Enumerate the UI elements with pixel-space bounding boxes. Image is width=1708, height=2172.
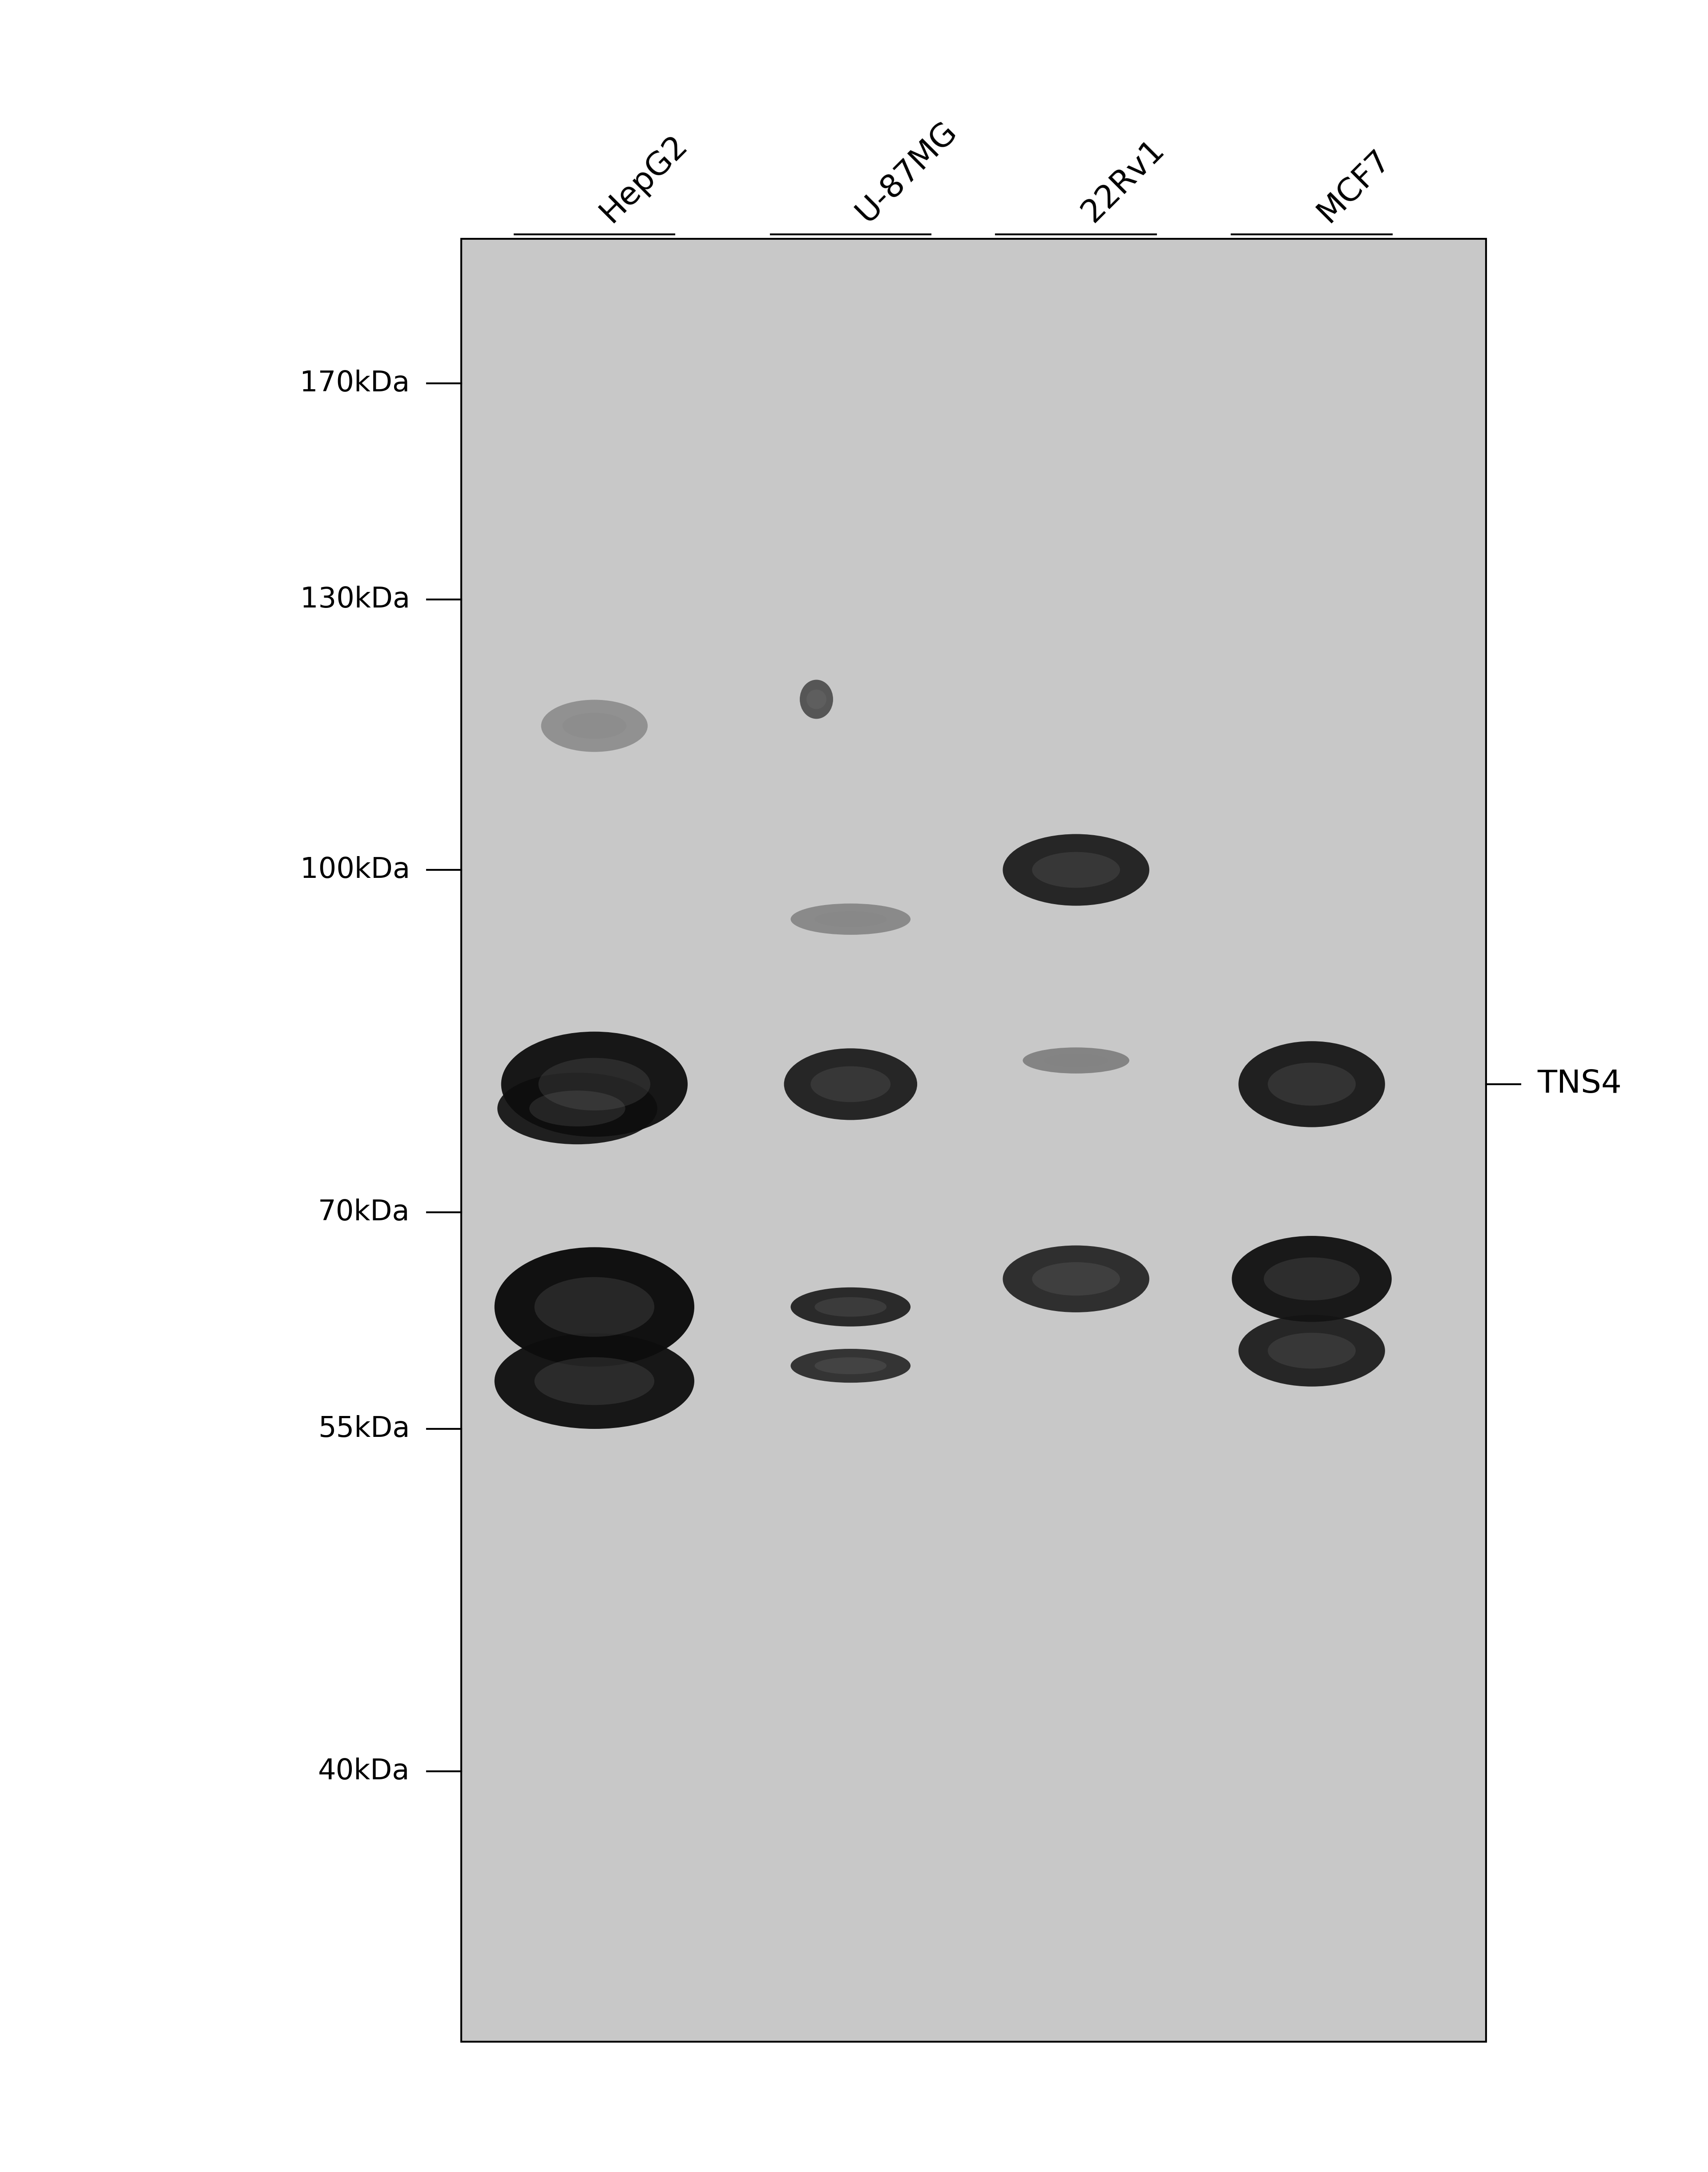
Text: U-87MG: U-87MG xyxy=(851,115,963,228)
Ellipse shape xyxy=(1238,1040,1385,1127)
Ellipse shape xyxy=(1003,834,1149,906)
Text: 40kDa: 40kDa xyxy=(318,1757,410,1785)
Ellipse shape xyxy=(1032,851,1120,888)
Ellipse shape xyxy=(562,712,627,738)
Text: HepG2: HepG2 xyxy=(594,128,693,228)
Ellipse shape xyxy=(495,1334,693,1429)
Text: 22Rv1: 22Rv1 xyxy=(1076,135,1170,228)
Ellipse shape xyxy=(1267,1334,1356,1368)
Text: MCF7: MCF7 xyxy=(1312,143,1397,228)
Ellipse shape xyxy=(500,1032,688,1136)
Ellipse shape xyxy=(815,912,886,927)
Ellipse shape xyxy=(495,1247,693,1366)
Ellipse shape xyxy=(1267,1062,1356,1106)
Text: 130kDa: 130kDa xyxy=(301,586,410,613)
Ellipse shape xyxy=(1044,1053,1108,1066)
Ellipse shape xyxy=(538,1058,651,1110)
Text: 100kDa: 100kDa xyxy=(301,856,410,884)
Ellipse shape xyxy=(529,1090,625,1127)
Ellipse shape xyxy=(1231,1236,1392,1323)
Ellipse shape xyxy=(497,1073,658,1145)
Ellipse shape xyxy=(1023,1047,1129,1073)
Text: 170kDa: 170kDa xyxy=(301,369,410,397)
Ellipse shape xyxy=(791,904,910,934)
Ellipse shape xyxy=(535,1277,654,1336)
Ellipse shape xyxy=(811,1066,890,1101)
Ellipse shape xyxy=(806,689,827,708)
Ellipse shape xyxy=(784,1049,917,1121)
Ellipse shape xyxy=(791,1288,910,1327)
Ellipse shape xyxy=(1264,1258,1360,1301)
Ellipse shape xyxy=(791,1349,910,1384)
Text: 55kDa: 55kDa xyxy=(318,1414,410,1442)
Ellipse shape xyxy=(815,1358,886,1375)
Text: 70kDa: 70kDa xyxy=(318,1199,410,1227)
Text: TNS4: TNS4 xyxy=(1537,1069,1621,1099)
Ellipse shape xyxy=(1238,1314,1385,1386)
FancyBboxPatch shape xyxy=(461,239,1486,2042)
Ellipse shape xyxy=(815,1297,886,1316)
Ellipse shape xyxy=(1032,1262,1120,1297)
Ellipse shape xyxy=(799,680,834,719)
Ellipse shape xyxy=(1003,1245,1149,1312)
Ellipse shape xyxy=(541,699,647,752)
Ellipse shape xyxy=(535,1358,654,1405)
